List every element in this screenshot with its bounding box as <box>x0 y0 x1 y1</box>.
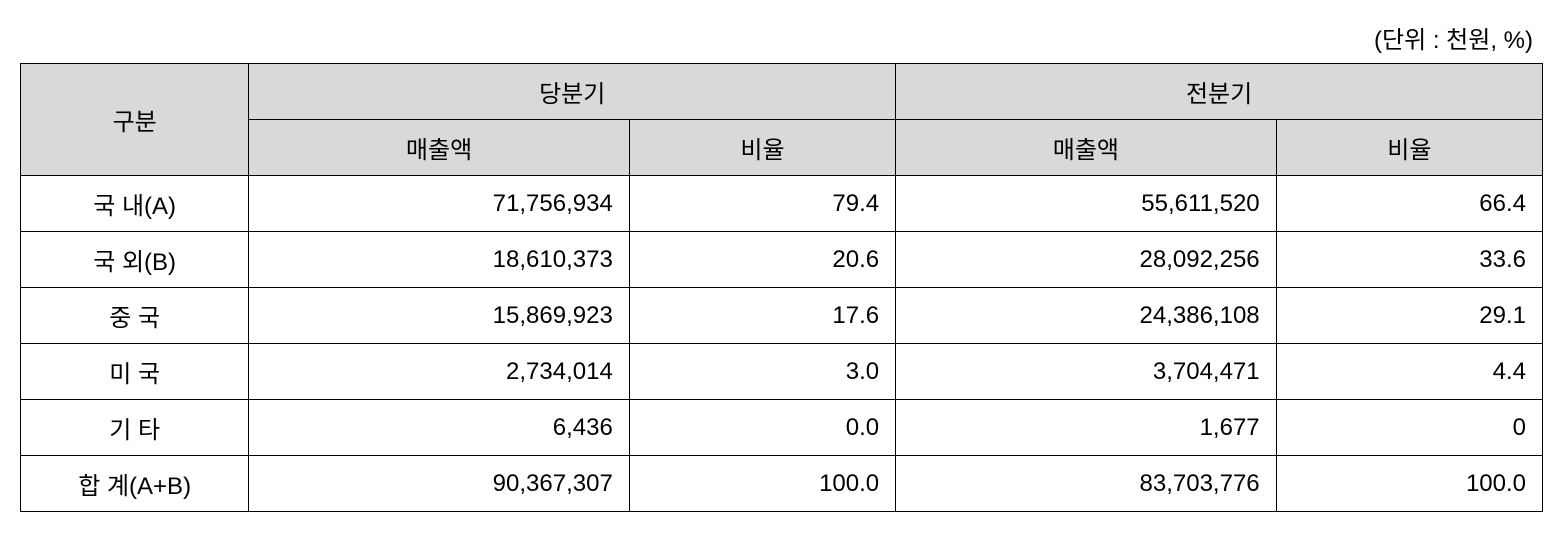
cell-current-amount: 15,869,923 <box>249 288 630 344</box>
table-row: 기 타 6,436 0.0 1,677 0 <box>21 400 1543 456</box>
table-row: 미 국 2,734,014 3.0 3,704,471 4.4 <box>21 344 1543 400</box>
header-current-quarter: 당분기 <box>249 64 896 120</box>
row-label: 미 국 <box>21 344 249 400</box>
cell-current-amount: 90,367,307 <box>249 456 630 512</box>
cell-previous-ratio: 33.6 <box>1276 232 1542 288</box>
table-row: 국 외(B) 18,610,373 20.6 28,092,256 33.6 <box>21 232 1543 288</box>
row-label: 합 계(A+B) <box>21 456 249 512</box>
header-row-1: 구분 당분기 전분기 <box>21 64 1543 120</box>
header-row-2: 매출액 비율 매출액 비율 <box>21 120 1543 176</box>
cell-current-ratio: 79.4 <box>629 176 895 232</box>
cell-previous-amount: 1,677 <box>896 400 1277 456</box>
cell-current-ratio: 100.0 <box>629 456 895 512</box>
cell-current-ratio: 20.6 <box>629 232 895 288</box>
cell-current-amount: 18,610,373 <box>249 232 630 288</box>
cell-previous-ratio: 66.4 <box>1276 176 1542 232</box>
cell-previous-ratio: 0 <box>1276 400 1542 456</box>
cell-previous-ratio: 4.4 <box>1276 344 1542 400</box>
cell-previous-amount: 28,092,256 <box>896 232 1277 288</box>
header-category: 구분 <box>21 64 249 176</box>
unit-label: (단위 : 천원, %) <box>20 20 1543 55</box>
cell-previous-amount: 83,703,776 <box>896 456 1277 512</box>
cell-current-amount: 6,436 <box>249 400 630 456</box>
header-previous-quarter: 전분기 <box>896 64 1543 120</box>
row-label: 중 국 <box>21 288 249 344</box>
table-row: 합 계(A+B) 90,367,307 100.0 83,703,776 100… <box>21 456 1543 512</box>
cell-previous-ratio: 29.1 <box>1276 288 1542 344</box>
row-label: 국 외(B) <box>21 232 249 288</box>
row-label: 기 타 <box>21 400 249 456</box>
sales-table: 구분 당분기 전분기 매출액 비율 매출액 비율 국 내(A) 71,756,9… <box>20 63 1543 512</box>
header-previous-amount: 매출액 <box>896 120 1277 176</box>
cell-previous-amount: 3,704,471 <box>896 344 1277 400</box>
cell-current-ratio: 17.6 <box>629 288 895 344</box>
table-row: 중 국 15,869,923 17.6 24,386,108 29.1 <box>21 288 1543 344</box>
table-row: 국 내(A) 71,756,934 79.4 55,611,520 66.4 <box>21 176 1543 232</box>
cell-current-ratio: 3.0 <box>629 344 895 400</box>
cell-current-amount: 71,756,934 <box>249 176 630 232</box>
cell-previous-amount: 24,386,108 <box>896 288 1277 344</box>
cell-current-amount: 2,734,014 <box>249 344 630 400</box>
header-current-amount: 매출액 <box>249 120 630 176</box>
header-current-ratio: 비율 <box>629 120 895 176</box>
cell-current-ratio: 0.0 <box>629 400 895 456</box>
cell-previous-amount: 55,611,520 <box>896 176 1277 232</box>
header-previous-ratio: 비율 <box>1276 120 1542 176</box>
row-label: 국 내(A) <box>21 176 249 232</box>
cell-previous-ratio: 100.0 <box>1276 456 1542 512</box>
